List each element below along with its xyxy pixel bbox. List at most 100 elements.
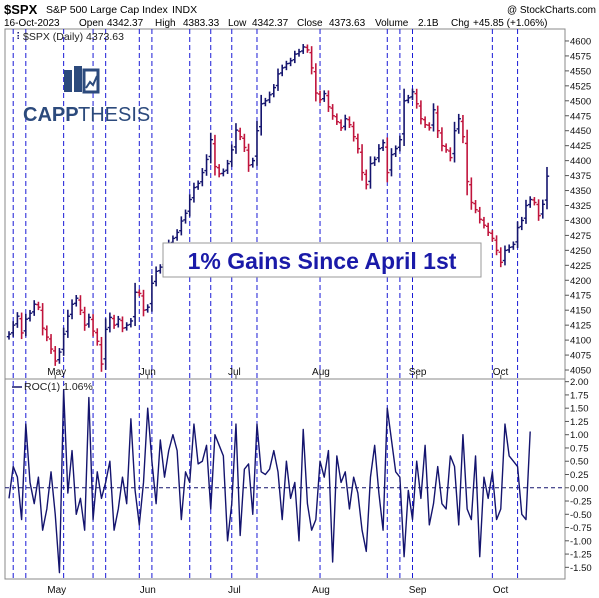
- ohlc-bar: [82, 306, 87, 331]
- ohlc-bar: [494, 235, 499, 256]
- ohlc-bar: [141, 289, 146, 317]
- ohlc-bar: [502, 245, 508, 266]
- ohlc-bar: [153, 266, 159, 287]
- ohlc-bar: [233, 123, 239, 154]
- price-y-tick-label: 4550: [570, 66, 591, 77]
- open-value: 4342.37: [107, 18, 144, 29]
- ohlc-bar: [11, 321, 16, 337]
- ohlc-bar: [532, 197, 537, 206]
- price-y-tick-label: 4350: [570, 186, 591, 197]
- price-y-tick-label: 4425: [570, 141, 591, 152]
- price-y-tick-label: 4600: [570, 36, 591, 47]
- x-tick-label-bottom: Sep: [409, 585, 427, 596]
- ohlc-bar: [452, 121, 457, 163]
- x-tick-label-top: Jul: [228, 367, 241, 378]
- ohlc-bar: [288, 57, 293, 67]
- ohlc-bar: [191, 182, 197, 203]
- ohlc-bar: [124, 322, 129, 331]
- ohlc-bar: [267, 91, 272, 104]
- ohlc-bar: [523, 199, 529, 224]
- ohlc-bar: [406, 94, 411, 104]
- high-label: High: [155, 18, 176, 29]
- ohlc-bar: [326, 90, 331, 112]
- roc-y-tick-label: 0.25: [570, 470, 589, 481]
- chg-value: +45.85 (+1.06%): [473, 18, 548, 29]
- price-y-tick-label: 4525: [570, 81, 591, 92]
- x-tick-label-bottom: Aug: [312, 585, 330, 596]
- ohlc-bar: [305, 44, 310, 53]
- ohlc-bar: [120, 316, 125, 333]
- symbol-title: $SPX: [4, 2, 38, 17]
- ohlc-bar: [292, 50, 298, 64]
- ohlc-bar: [40, 303, 45, 336]
- ohlc-bar: [258, 94, 264, 136]
- ohlc-bar: [69, 299, 75, 320]
- x-tick-label-bottom: Jun: [140, 585, 156, 596]
- ohlc-bar: [132, 282, 138, 327]
- price-y-tick-label: 4225: [570, 261, 591, 272]
- chg-label: Chg: [451, 18, 469, 29]
- exchange-label: INDX: [172, 4, 197, 16]
- capp-thesis-logo: CAPP THESIS: [23, 66, 150, 126]
- ohlc-bar: [334, 113, 340, 125]
- price-y-tick-label: 4275: [570, 231, 591, 242]
- roc-y-tick-label: 1.25: [570, 417, 589, 428]
- x-tick-label-bottom: Jul: [228, 585, 241, 596]
- ohlc-bar: [481, 216, 487, 229]
- ohlc-bar: [174, 229, 180, 241]
- ohlc-bar: [338, 119, 344, 131]
- ohlc-bar: [90, 314, 96, 337]
- ohlc-bar: [469, 177, 474, 210]
- low-value: 4342.37: [252, 18, 289, 29]
- ohlc-bar: [158, 264, 163, 274]
- price-y-tick-label: 4400: [570, 156, 591, 167]
- price-y-tick-label: 4325: [570, 201, 591, 212]
- logo-bar-2: [74, 66, 82, 92]
- ohlc-bar: [204, 154, 209, 176]
- price-y-tick-label: 4050: [570, 366, 591, 377]
- ohlc-bar: [359, 144, 365, 181]
- roc-legend: ROC(1) 1.06%: [12, 381, 93, 393]
- ohlc-bar: [137, 289, 142, 297]
- ohlc-bar: [15, 312, 20, 328]
- price-y-tick-label: 4475: [570, 111, 591, 122]
- ohlc-bar: [179, 216, 184, 236]
- annotation-background: [162, 242, 482, 278]
- roc-y-tick-label: 0.50: [570, 457, 589, 468]
- price-y-tick-label: 4075: [570, 351, 591, 362]
- ohlc-bar: [380, 139, 386, 151]
- ohlc-bar: [515, 221, 520, 249]
- ohlc-bar: [65, 309, 71, 338]
- ohlc-bar: [44, 325, 50, 342]
- ohlc-bar: [511, 241, 516, 250]
- ohlc-bar: [397, 135, 403, 152]
- annotation-box: 1% Gains Since April 1st: [162, 242, 482, 278]
- ohlc-bar: [372, 156, 377, 166]
- ohlc-bar: [401, 88, 407, 146]
- ohlc-bar: [128, 318, 134, 328]
- close-label: Close: [297, 18, 323, 29]
- ohlc-bar: [431, 103, 436, 132]
- close-value: 4373.63: [329, 18, 366, 29]
- ohlc-bar: [284, 60, 289, 71]
- high-value: 4383.33: [183, 18, 220, 29]
- ohlc-bar: [351, 121, 356, 142]
- ohlc-bar: [544, 166, 550, 210]
- ohlc-bar: [414, 88, 419, 109]
- header-date: 16-Oct-2023: [4, 18, 60, 29]
- logo-box: [82, 68, 100, 94]
- low-label: Low: [228, 18, 247, 29]
- ohlc-bar: [229, 144, 234, 167]
- roc-y-tick-label: -1.00: [570, 536, 592, 547]
- ohlc-bar: [116, 315, 121, 328]
- ohlc-bar: [57, 348, 62, 364]
- ohlc-bar: [347, 116, 352, 128]
- ohlc-bar: [376, 144, 382, 163]
- ohlc-bar: [309, 46, 314, 75]
- ohlc-bar: [498, 247, 503, 268]
- x-tick-label-bottom: May: [47, 585, 66, 596]
- ohlc-bar: [23, 313, 29, 337]
- volume-label: Volume: [375, 18, 409, 29]
- roc-y-tick-label: -1.50: [570, 563, 592, 574]
- ohlc-bar: [448, 147, 453, 162]
